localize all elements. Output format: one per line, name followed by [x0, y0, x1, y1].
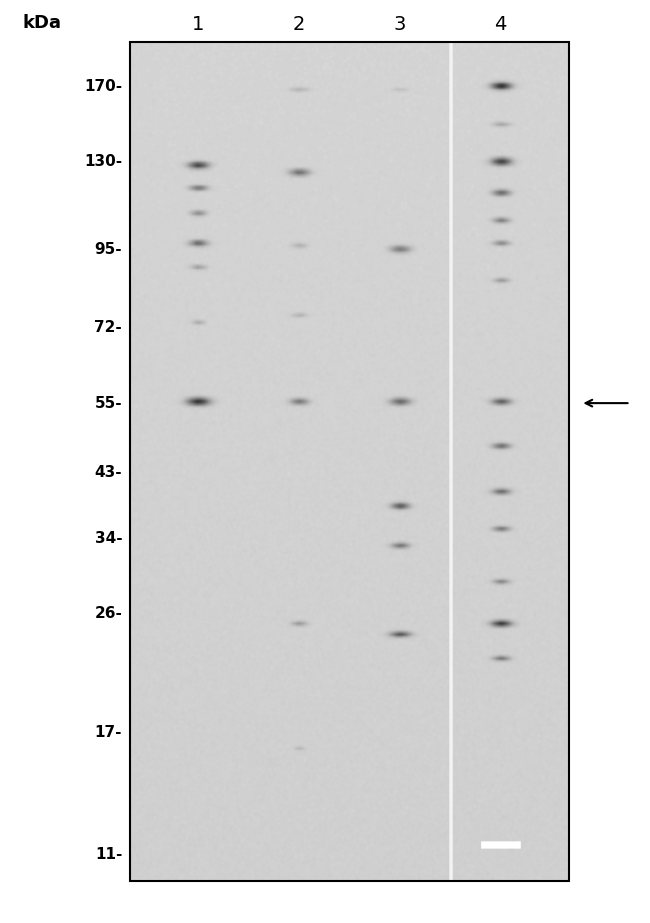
Text: kDa: kDa [23, 14, 62, 32]
Text: 2: 2 [292, 15, 305, 34]
Text: 3: 3 [394, 15, 406, 34]
Bar [130, 42, 569, 881]
Text: 26-: 26- [94, 605, 122, 621]
Text: 11-: 11- [95, 847, 122, 862]
Text: 130-: 130- [84, 154, 122, 169]
Text: 170-: 170- [84, 79, 122, 94]
Text: 17-: 17- [95, 725, 122, 740]
Text: 1: 1 [192, 15, 204, 34]
Text: 43-: 43- [95, 464, 122, 480]
Text: 72-: 72- [94, 320, 122, 335]
Text: 95-: 95- [95, 242, 122, 258]
Text: 55-: 55- [95, 396, 122, 411]
Text: 34-: 34- [95, 531, 122, 545]
Text: 4: 4 [495, 15, 507, 34]
